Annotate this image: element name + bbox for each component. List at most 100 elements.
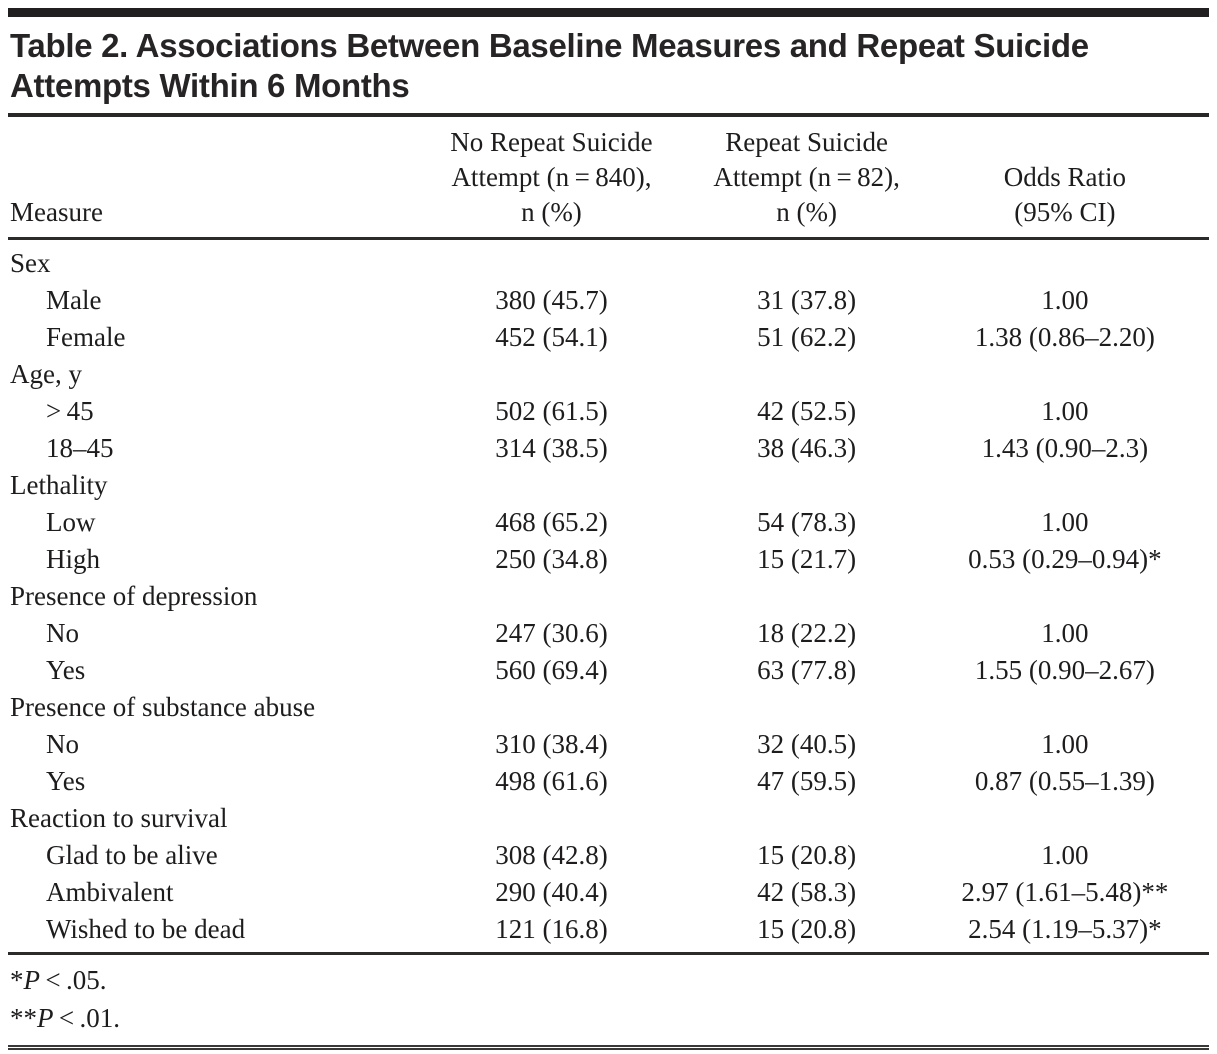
table-title-line-2: Attempts Within 6 Months: [10, 67, 410, 104]
associations-table: Measure No Repeat Suicide Attempt (n = 8…: [8, 117, 1209, 948]
footnote-text: < .01.: [53, 1003, 121, 1033]
table-row: Wished to be dead 121 (16.8) 15 (20.8) 2…: [8, 911, 1209, 948]
row-measure: Male: [46, 285, 102, 315]
row-no-repeat: 247 (30.6): [495, 618, 608, 648]
footnotes: *P < .05. **P < .01.: [8, 955, 1209, 1041]
row-no-repeat: 314 (38.5): [495, 433, 608, 463]
group-label: Reaction to survival: [10, 803, 228, 833]
row-odds-ratio: 0.87 (0.55–1.39): [974, 766, 1155, 796]
row-repeat: 15 (20.8): [757, 840, 857, 870]
group-row-age: Age, y: [8, 356, 1209, 393]
table-row: No 310 (38.4) 32 (40.5) 1.00: [8, 726, 1209, 763]
table-title-line-1: Table 2. Associations Between Baseline M…: [10, 27, 1089, 64]
row-odds-ratio: 0.53 (0.29–0.94)*: [968, 544, 1162, 574]
row-repeat: 31 (37.8): [757, 285, 857, 315]
table-row: 18–45 314 (38.5) 38 (46.3) 1.43 (0.90–2.…: [8, 430, 1209, 467]
row-repeat: 38 (46.3): [757, 433, 857, 463]
row-repeat: 18 (22.2): [757, 618, 857, 648]
row-no-repeat: 452 (54.1): [495, 322, 608, 352]
row-repeat: 42 (58.3): [757, 877, 857, 907]
footnote-p-05: *P < .05.: [10, 961, 1209, 999]
col-header-repeat: Repeat Suicide Attempt (n = 82), n (%): [692, 117, 921, 240]
footnote-marker: *: [10, 965, 24, 995]
row-no-repeat: 468 (65.2): [495, 507, 608, 537]
group-label: Presence of depression: [10, 581, 258, 611]
table-row: Ambivalent 290 (40.4) 42 (58.3) 2.97 (1.…: [8, 874, 1209, 911]
row-measure: > 45: [46, 396, 94, 426]
row-odds-ratio: 1.38 (0.86–2.20): [974, 322, 1155, 352]
row-measure: Glad to be alive: [46, 840, 218, 870]
row-measure: Low: [46, 507, 96, 537]
footnote-marker: **: [10, 1003, 37, 1033]
row-odds-ratio: 2.97 (1.61–5.48)**: [961, 877, 1169, 907]
row-no-repeat: 380 (45.7): [495, 285, 608, 315]
row-odds-ratio: 1.00: [1041, 618, 1089, 648]
footnote-p-symbol: P: [37, 1003, 54, 1033]
header-row: Measure No Repeat Suicide Attempt (n = 8…: [8, 117, 1209, 240]
table-row: Yes 560 (69.4) 63 (77.8) 1.55 (0.90–2.67…: [8, 652, 1209, 689]
row-odds-ratio: 1.00: [1041, 507, 1089, 537]
row-measure: High: [46, 544, 100, 574]
table-row: Yes 498 (61.6) 47 (59.5) 0.87 (0.55–1.39…: [8, 763, 1209, 800]
group-row-lethality: Lethality: [8, 467, 1209, 504]
row-repeat: 54 (78.3): [757, 507, 857, 537]
table-row: Female 452 (54.1) 51 (62.2) 1.38 (0.86–2…: [8, 319, 1209, 356]
row-repeat: 42 (52.5): [757, 396, 857, 426]
col-header-odds-ratio: Odds Ratio (95% CI): [920, 117, 1209, 240]
row-measure: 18–45: [46, 433, 114, 463]
col-header-no-repeat: No Repeat Suicide Attempt (n = 840), n (…: [410, 117, 693, 240]
row-repeat: 15 (20.8): [757, 914, 857, 944]
col-header-measure: Measure: [8, 117, 411, 240]
row-odds-ratio: 2.54 (1.19–5.37)*: [968, 914, 1162, 944]
table-row: Glad to be alive 308 (42.8) 15 (20.8) 1.…: [8, 837, 1209, 874]
row-repeat: 51 (62.2): [757, 322, 857, 352]
row-no-repeat: 290 (40.4): [495, 877, 608, 907]
row-repeat: 32 (40.5): [757, 729, 857, 759]
row-no-repeat: 502 (61.5): [495, 396, 608, 426]
top-rule: [8, 8, 1209, 17]
footnote-p-symbol: P: [23, 965, 41, 995]
group-label: Age, y: [10, 359, 82, 389]
row-repeat: 47 (59.5): [757, 766, 857, 796]
title-divider: [8, 113, 1209, 117]
table-row: > 45 502 (61.5) 42 (52.5) 1.00: [8, 393, 1209, 430]
bottom-rule: [8, 1045, 1209, 1050]
row-no-repeat: 310 (38.4): [495, 729, 608, 759]
row-repeat: 63 (77.8): [757, 655, 857, 685]
table-row: No 247 (30.6) 18 (22.2) 1.00: [8, 615, 1209, 652]
row-odds-ratio: 1.00: [1041, 840, 1089, 870]
table-row: High 250 (34.8) 15 (21.7) 0.53 (0.29–0.9…: [8, 541, 1209, 578]
row-repeat: 15 (21.7): [757, 544, 857, 574]
table-row: Low 468 (65.2) 54 (78.3) 1.00: [8, 504, 1209, 541]
row-measure: Yes: [46, 655, 86, 685]
table-row: Male 380 (45.7) 31 (37.8) 1.00: [8, 282, 1209, 319]
footnote-divider: [8, 952, 1209, 955]
footnote-text: < .05.: [40, 965, 107, 995]
row-measure: Yes: [46, 766, 86, 796]
group-label: Lethality: [10, 470, 108, 500]
row-no-repeat: 250 (34.8): [495, 544, 608, 574]
row-odds-ratio: 1.43 (0.90–2.3): [981, 433, 1149, 463]
group-row-substance-abuse: Presence of substance abuse: [8, 689, 1209, 726]
group-row-depression: Presence of depression: [8, 578, 1209, 615]
row-measure: Female: [46, 322, 126, 352]
row-measure: No: [46, 729, 79, 759]
group-label: Sex: [10, 248, 51, 278]
row-odds-ratio: 1.55 (0.90–2.67): [974, 655, 1155, 685]
row-no-repeat: 498 (61.6): [495, 766, 608, 796]
group-row-reaction: Reaction to survival: [8, 800, 1209, 837]
row-no-repeat: 560 (69.4): [495, 655, 608, 685]
row-measure: Ambivalent: [46, 877, 174, 907]
group-label: Presence of substance abuse: [10, 692, 316, 722]
table-title: Table 2. Associations Between Baseline M…: [10, 26, 1209, 106]
row-odds-ratio: 1.00: [1041, 396, 1089, 426]
row-measure: No: [46, 618, 79, 648]
row-odds-ratio: 1.00: [1041, 729, 1089, 759]
row-no-repeat: 121 (16.8): [495, 914, 608, 944]
row-measure: Wished to be dead: [46, 914, 246, 944]
group-row-sex: Sex: [8, 239, 1209, 283]
row-odds-ratio: 1.00: [1041, 285, 1089, 315]
footnote-p-01: **P < .01.: [10, 999, 1209, 1037]
row-no-repeat: 308 (42.8): [495, 840, 608, 870]
